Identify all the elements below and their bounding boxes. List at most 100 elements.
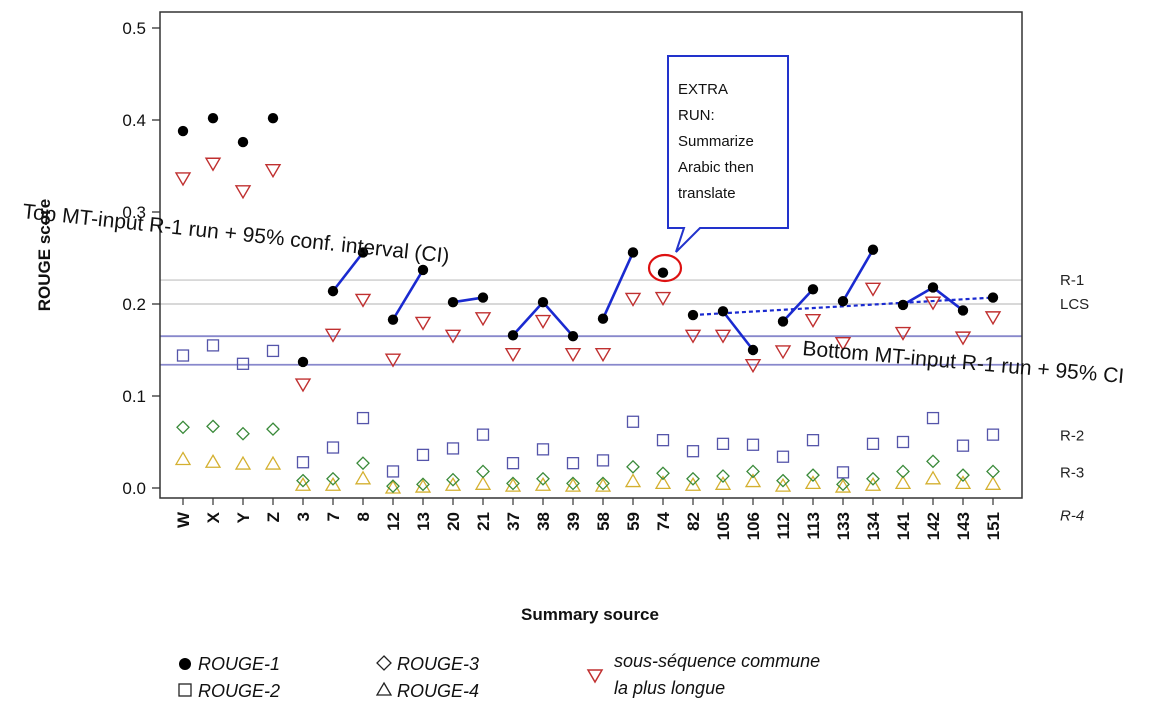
point-sous-s-quence-commune-la-plus-longue (924, 296, 942, 311)
point-rouge-1 (987, 292, 999, 303)
point-rouge-3 (236, 426, 250, 441)
legend-label-rouge-4: ROUGE-4 (397, 681, 479, 701)
x-tick-label: 38 (534, 512, 553, 531)
point-rouge-1 (897, 299, 909, 311)
point-rouge-1 (807, 284, 819, 295)
callout-line: Summarize (678, 133, 754, 150)
point-rouge-2 (566, 457, 580, 470)
point-rouge-4 (354, 470, 372, 485)
point-rouge-1 (417, 264, 429, 276)
point-rouge-1 (177, 125, 189, 137)
x-tick-label: 59 (624, 512, 643, 531)
x-tick-label: 141 (894, 512, 913, 540)
point-rouge-2 (176, 349, 190, 362)
x-tick-label: 143 (954, 512, 973, 540)
point-rouge-2 (236, 357, 250, 370)
point-rouge-4 (264, 455, 282, 470)
point-rouge-3 (356, 456, 370, 471)
point-rouge-2 (686, 445, 700, 458)
x-tick-label: 151 (984, 512, 1003, 540)
x-tick-label: 12 (384, 512, 403, 531)
point-sous-s-quence-commune-la-plus-longue (804, 313, 822, 329)
plot-frame (159, 11, 1023, 499)
point-rouge-3 (746, 464, 760, 479)
data-points (174, 112, 1002, 494)
point-rouge-3 (716, 469, 730, 483)
point-rouge-3 (506, 476, 520, 491)
point-sous-s-quence-commune-la-plus-longue (414, 316, 432, 331)
legend-marker-rouge-3 (376, 655, 392, 671)
point-rouge-4 (864, 476, 882, 491)
point-rouge-1 (297, 356, 309, 368)
pair-link (721, 310, 755, 351)
legend-label-rouge-1: ROUGE-1 (198, 654, 280, 674)
x-tick-label: 39 (564, 512, 583, 531)
point-rouge-1 (327, 285, 339, 297)
point-sous-s-quence-commune-la-plus-longue (294, 378, 312, 393)
point-rouge-2 (536, 443, 550, 456)
point-rouge-3 (896, 464, 910, 479)
point-rouge-3 (656, 466, 670, 481)
point-sous-s-quence-commune-la-plus-longue (624, 292, 642, 307)
point-rouge-2 (806, 434, 820, 447)
point-rouge-4 (984, 476, 1002, 490)
pair-link (932, 286, 964, 312)
x-tick-label: 37 (504, 512, 523, 531)
reference-label-r-4: R-4 (1060, 508, 1084, 525)
x-tick-label: 8 (354, 512, 373, 521)
legend-label-rouge-2: ROUGE-2 (198, 681, 280, 701)
point-sous-s-quence-commune-la-plus-longue (174, 172, 192, 187)
point-rouge-3 (206, 419, 220, 434)
point-sous-s-quence-commune-la-plus-longue (504, 347, 522, 363)
point-rouge-3 (956, 468, 970, 483)
reference-label-lcs: LCS (1060, 296, 1089, 313)
point-rouge-1 (957, 305, 969, 316)
x-tick-label: 142 (924, 512, 943, 540)
point-rouge-4 (954, 475, 972, 490)
point-rouge-3 (926, 454, 940, 469)
point-rouge-2 (956, 439, 970, 452)
pair-link (902, 286, 934, 307)
point-sous-s-quence-commune-la-plus-longue (324, 328, 342, 343)
point-rouge-4 (534, 476, 552, 491)
point-rouge-1 (537, 296, 549, 308)
pair-link (331, 251, 365, 292)
point-rouge-4 (654, 475, 672, 490)
point-sous-s-quence-commune-la-plus-longue (714, 329, 732, 344)
point-rouge-2 (506, 457, 520, 470)
point-rouge-2 (206, 339, 220, 352)
x-tick-label: 134 (864, 511, 883, 540)
pair-link (512, 301, 544, 337)
reference-label-r-2: R-2 (1060, 428, 1084, 445)
point-rouge-3 (266, 422, 280, 437)
y-tick-label: 0.3 (122, 203, 146, 222)
legend-label-lcs: la plus longue (614, 678, 725, 698)
x-axis-title: Summary source (521, 605, 659, 624)
point-sous-s-quence-commune-la-plus-longue (354, 293, 372, 308)
point-rouge-3 (626, 459, 640, 474)
point-rouge-3 (386, 479, 400, 494)
point-rouge-2 (626, 415, 640, 428)
point-rouge-1 (237, 136, 249, 148)
callout-line: Arabic then (678, 159, 754, 176)
x-tick-label: W (174, 511, 193, 528)
y-tick-label: 0.1 (122, 387, 146, 406)
legend-marker-rouge-1 (179, 658, 191, 670)
point-rouge-4 (324, 476, 342, 491)
point-rouge-1 (717, 306, 729, 317)
point-rouge-1 (777, 316, 789, 327)
point-rouge-2 (446, 442, 460, 455)
point-rouge-4 (234, 455, 252, 470)
point-rouge-2 (776, 450, 790, 463)
point-sous-s-quence-commune-la-plus-longue (654, 291, 672, 306)
point-rouge-4 (294, 476, 312, 491)
x-tick-label: 20 (444, 512, 463, 531)
point-rouge-2 (386, 465, 400, 478)
pair-link (542, 301, 574, 338)
pair-link (782, 288, 814, 323)
point-rouge-3 (476, 464, 490, 479)
point-rouge-2 (866, 437, 880, 450)
y-tick-label: 0.2 (122, 295, 146, 314)
point-sous-s-quence-commune-la-plus-longue (834, 336, 852, 352)
y-tick-label: 0.4 (122, 111, 146, 130)
